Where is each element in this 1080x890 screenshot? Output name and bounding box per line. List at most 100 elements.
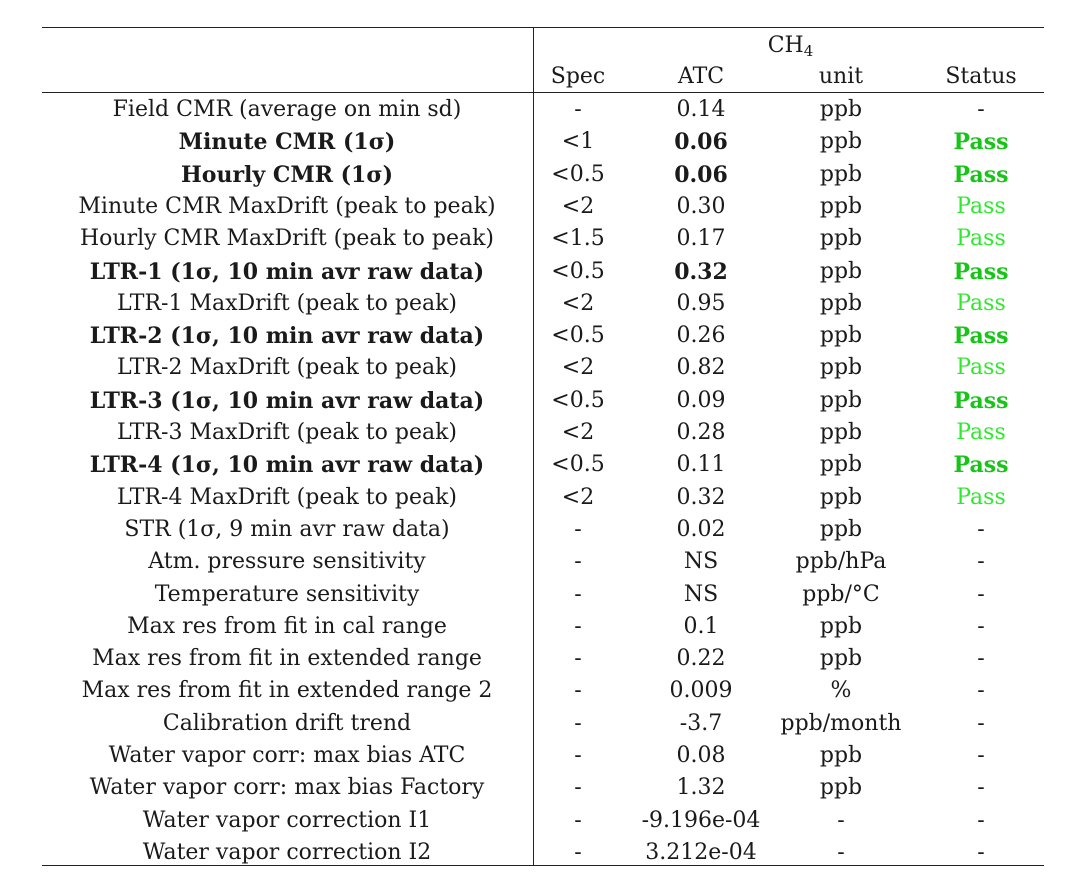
- row-status: Pass: [953, 388, 1009, 414]
- row-atc: 0.06: [674, 162, 728, 188]
- row-label: Minute CMR (1σ): [178, 129, 396, 155]
- column-header-status: Status: [945, 64, 1017, 89]
- row-spec: <0.5: [551, 323, 605, 348]
- row-label: Hourly CMR MaxDrift (peak to peak): [79, 226, 495, 251]
- column-header-spec: Spec: [550, 64, 606, 89]
- species-group-header: CH4: [537, 30, 1044, 62]
- row-spec: <0.5: [551, 452, 605, 477]
- row-spec: <0.5: [551, 388, 605, 413]
- row-unit: ppb: [819, 646, 863, 671]
- species-name: CH: [767, 33, 804, 58]
- row-spec: <1: [561, 129, 595, 154]
- row-spec: <1.5: [551, 226, 605, 251]
- table-top-rule: [42, 27, 1044, 28]
- row-status: -: [977, 775, 985, 800]
- row-unit: ppb: [819, 323, 863, 348]
- row-spec: -: [574, 711, 582, 736]
- row-unit: ppb/hPa: [795, 549, 887, 574]
- row-spec: -: [574, 646, 582, 671]
- row-status: -: [977, 582, 985, 607]
- row-unit: ppb/month: [780, 711, 902, 736]
- row-atc: 0.09: [676, 388, 726, 413]
- row-atc: 3.212e-04: [645, 840, 757, 865]
- row-atc: 0.17: [676, 226, 726, 251]
- row-label: LTR-2 (1σ, 10 min avr raw data): [89, 323, 485, 349]
- row-spec: <2: [561, 291, 595, 316]
- row-status: Pass: [956, 291, 1006, 316]
- row-label: LTR-3 MaxDrift (peak to peak): [116, 420, 458, 445]
- row-unit: ppb: [819, 614, 863, 639]
- row-atc: 0.28: [676, 420, 726, 445]
- row-atc: 0.02: [676, 517, 726, 542]
- column-header-atc: ATC: [677, 64, 725, 89]
- row-atc: 0.22: [676, 646, 726, 671]
- row-label: Max res from fit in extended range: [92, 646, 482, 671]
- row-spec: -: [574, 743, 582, 768]
- row-unit: ppb: [819, 743, 863, 768]
- row-atc: 0.32: [676, 485, 726, 510]
- table-header-rule: [42, 92, 1044, 93]
- row-label: Water vapor corr: max bias ATC: [108, 743, 466, 768]
- species-subscript: 4: [803, 42, 814, 60]
- row-atc: 0.82: [676, 355, 726, 380]
- row-status: Pass: [956, 355, 1006, 380]
- row-status: -: [977, 614, 985, 639]
- row-unit: ppb: [819, 194, 863, 219]
- row-spec: <2: [561, 485, 595, 510]
- row-unit: -: [837, 808, 845, 833]
- row-spec: -: [574, 517, 582, 542]
- row-atc: NS: [683, 549, 719, 574]
- row-unit: ppb: [819, 388, 863, 413]
- row-unit: ppb: [819, 485, 863, 510]
- row-atc: 0.009: [669, 678, 733, 703]
- row-spec: -: [574, 808, 582, 833]
- row-unit: ppb: [819, 355, 863, 380]
- row-label: LTR-4 MaxDrift (peak to peak): [116, 485, 458, 510]
- row-unit: ppb: [819, 129, 863, 154]
- row-spec: -: [574, 678, 582, 703]
- row-status: -: [977, 743, 985, 768]
- table-column-divider: [533, 27, 534, 865]
- row-spec: -: [574, 97, 582, 122]
- row-spec: -: [574, 614, 582, 639]
- row-spec: -: [574, 775, 582, 800]
- table-bottom-rule: [42, 865, 1044, 866]
- row-label: LTR-2 MaxDrift (peak to peak): [116, 355, 458, 380]
- row-unit: ppb: [819, 97, 863, 122]
- row-unit: -: [837, 840, 845, 865]
- row-label: Temperature sensitivity: [154, 582, 420, 607]
- row-atc: 0.30: [676, 194, 726, 219]
- row-label: LTR-1 MaxDrift (peak to peak): [116, 291, 458, 316]
- row-unit: ppb/°C: [802, 582, 880, 607]
- row-spec: <2: [561, 194, 595, 219]
- row-unit: %: [830, 678, 852, 703]
- row-status: Pass: [953, 452, 1009, 478]
- row-label: STR (1σ, 9 min avr raw data): [124, 517, 450, 542]
- row-label: Field CMR (average on min sd): [112, 97, 462, 122]
- row-atc: 0.06: [674, 129, 728, 155]
- row-atc: 0.08: [676, 743, 726, 768]
- row-atc: 0.26: [676, 323, 726, 348]
- row-spec: <0.5: [551, 259, 605, 284]
- row-status: -: [977, 711, 985, 736]
- row-atc: 0.1: [683, 614, 719, 639]
- row-status: -: [977, 97, 985, 122]
- row-spec: <2: [561, 420, 595, 445]
- row-status: Pass: [956, 485, 1006, 510]
- row-status: -: [977, 840, 985, 865]
- row-label: Atm. pressure sensitivity: [148, 549, 426, 574]
- row-spec: -: [574, 582, 582, 607]
- row-status: Pass: [956, 420, 1006, 445]
- row-unit: ppb: [819, 775, 863, 800]
- row-atc: 0.14: [676, 97, 726, 122]
- row-label: Water vapor correction I1: [142, 808, 432, 833]
- row-label: Water vapor corr: max bias Factory: [89, 775, 485, 800]
- row-label: LTR-1 (1σ, 10 min avr raw data): [89, 259, 485, 285]
- row-label: Minute CMR MaxDrift (peak to peak): [78, 194, 496, 219]
- row-spec: -: [574, 549, 582, 574]
- row-label: LTR-4 (1σ, 10 min avr raw data): [89, 452, 485, 478]
- row-label: Hourly CMR (1σ): [181, 162, 393, 188]
- row-unit: ppb: [819, 226, 863, 251]
- row-status: -: [977, 646, 985, 671]
